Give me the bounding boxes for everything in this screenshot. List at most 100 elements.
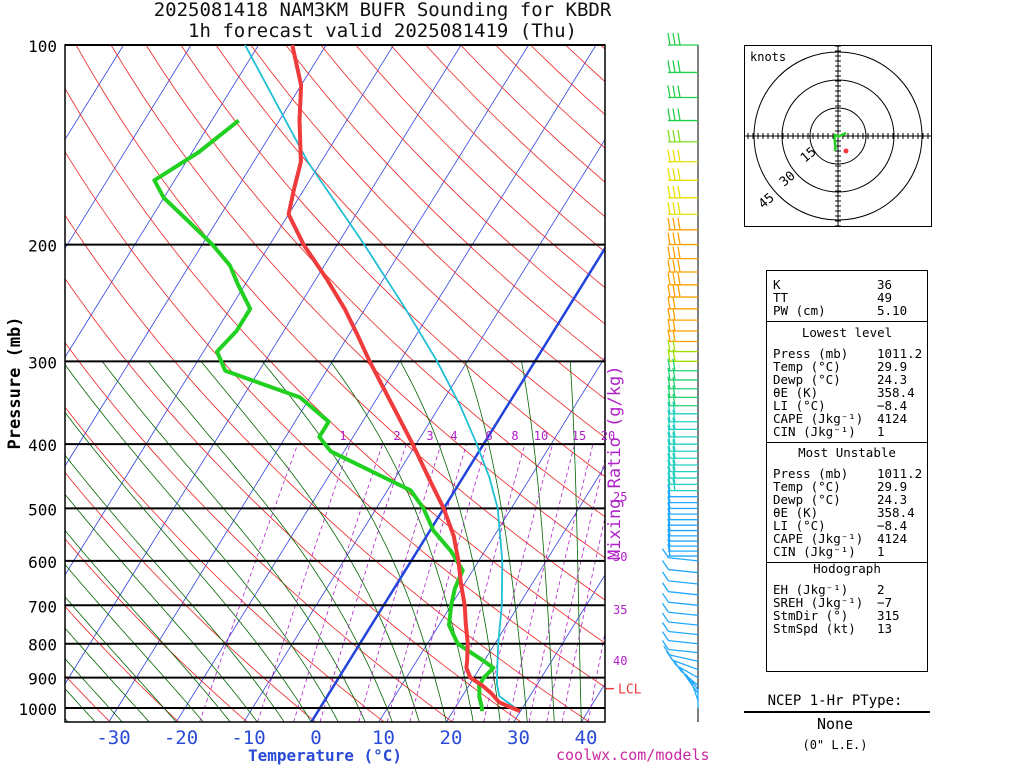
index-row: CIN (Jkg⁻¹) 1 — [773, 425, 923, 438]
wind-barb-feather — [672, 432, 676, 445]
wind-barb-feather — [672, 409, 676, 422]
wind-barb-feather — [677, 60, 681, 73]
isotherm-line — [513, 574, 605, 722]
wind-barb — [667, 246, 698, 260]
wind-barb-feather — [667, 318, 671, 332]
y-axis-label: Pressure (mb) — [5, 316, 25, 449]
mixing-ratio-line — [319, 444, 407, 722]
wind-barb-staff — [668, 557, 699, 562]
pressure-tick-label: 300 — [28, 353, 57, 372]
wind-barb-feather — [672, 376, 676, 389]
index-divider — [767, 442, 927, 443]
wind-barb — [667, 60, 698, 74]
pressure-tick-label: 800 — [28, 636, 57, 655]
wind-barb-feather — [667, 502, 671, 515]
wind-barb — [663, 645, 699, 662]
index-label: CIN (Jkg⁻¹) — [773, 544, 856, 559]
temperature-tick-label: 30 — [507, 727, 530, 749]
mixing-ratio-label: 25 — [613, 490, 627, 504]
pressure-tick-label: 900 — [28, 670, 57, 689]
dry-adiabat-line — [75, 45, 605, 601]
wind-barb-feather — [667, 367, 671, 381]
mixing-ratio-line — [257, 444, 351, 722]
wind-barb-feather — [667, 452, 671, 466]
index-row: Press (mb) 1011.2 — [773, 347, 923, 360]
wind-barb — [667, 502, 698, 515]
wind-barb — [667, 296, 698, 310]
index-row: TT 49 — [773, 291, 923, 304]
wind-barb — [667, 507, 698, 521]
wind-barb-feather — [667, 459, 671, 472]
wind-barb-feather — [667, 490, 671, 503]
wind-barb — [661, 571, 699, 585]
isotherm-line — [445, 465, 605, 722]
wind-barb-feather — [667, 217, 671, 230]
ptype-value: None — [816, 715, 854, 733]
wind-barb — [691, 680, 699, 708]
index-section-title: Lowest level — [801, 325, 893, 340]
wind-barb-feather — [661, 592, 669, 603]
index-value: 4124 — [877, 531, 908, 546]
wind-barb-staff — [668, 639, 699, 645]
wind-barb-feather — [667, 232, 671, 245]
pressure-tick-label: 100 — [28, 37, 57, 56]
wind-barb-feather — [672, 60, 676, 73]
wind-barb-feather — [672, 202, 676, 215]
wind-barb-feather — [677, 202, 681, 215]
wind-barb-feather — [672, 478, 676, 491]
index-label: TT — [773, 290, 789, 305]
wind-barb-feather — [691, 680, 699, 691]
index-row: θE (K) 358.4 — [773, 506, 923, 519]
wind-barb-feather — [667, 129, 671, 142]
temperature-tick-label: -30 — [96, 727, 130, 749]
wind-barb-feather — [667, 246, 671, 259]
title-line-1: 2025081418 NAM3KM BUFR Sounding for KBDR — [153, 0, 612, 21]
wind-barb-feather — [667, 259, 671, 273]
temperature-tick-label: 20 — [440, 727, 463, 749]
wind-barb — [667, 409, 698, 423]
wind-barb — [667, 217, 698, 231]
wind-barb — [661, 612, 699, 626]
index-section-title: Hodograph — [813, 561, 881, 576]
hodo-ring-label: 45 — [756, 191, 778, 213]
wind-barb — [667, 490, 698, 504]
dry-adiabat-line — [215, 45, 605, 438]
wind-barb-feather — [667, 507, 671, 520]
dry-adiabat-line — [180, 45, 605, 478]
moist-adiabat-line — [65, 363, 339, 722]
wind-barb — [667, 129, 698, 143]
wind-barb — [667, 484, 698, 498]
wind-barb-staff — [691, 682, 699, 701]
isotherm-line — [65, 45, 462, 685]
temperature-tick-label: -10 — [231, 727, 265, 749]
wind-barb — [667, 496, 698, 510]
mixing-ratio-label: 30 — [613, 550, 627, 564]
wind-barb — [667, 518, 698, 532]
wind-barb-feather — [677, 232, 681, 245]
wind-barb-feather — [667, 518, 671, 531]
wind-barb-feather — [677, 217, 681, 230]
wind-barb-feather — [672, 339, 676, 352]
mixing-ratio-label: 35 — [613, 603, 627, 617]
index-label: EH (Jkg⁻¹) — [773, 582, 849, 597]
index-row: Dewp (°C) 24.3 — [773, 493, 923, 506]
index-label: θE (K) — [773, 505, 819, 520]
index-label: θE (K) — [773, 385, 819, 400]
wind-barb-feather — [667, 358, 671, 371]
moist-adiabat-line — [65, 627, 150, 722]
index-label: Dewp (°C) — [773, 492, 841, 507]
moist-adiabat-line — [65, 596, 177, 722]
wind-barb-feather — [667, 329, 671, 342]
plot-frame — [64, 44, 606, 723]
wind-barb-feather — [661, 622, 669, 632]
pressure-tick-label: 500 — [28, 500, 57, 519]
title-line-2: 1h forecast valid 2025081419 (Thu) — [188, 20, 577, 42]
wind-barb-feather — [677, 246, 681, 259]
wind-barb — [667, 318, 698, 332]
index-value: −8.4 — [877, 518, 908, 533]
wind-barb-feather — [672, 452, 676, 466]
wind-barb — [661, 602, 699, 617]
wind-barb — [667, 417, 698, 431]
wind-barb — [667, 284, 698, 298]
temperature-tick-label: 10 — [372, 727, 395, 749]
